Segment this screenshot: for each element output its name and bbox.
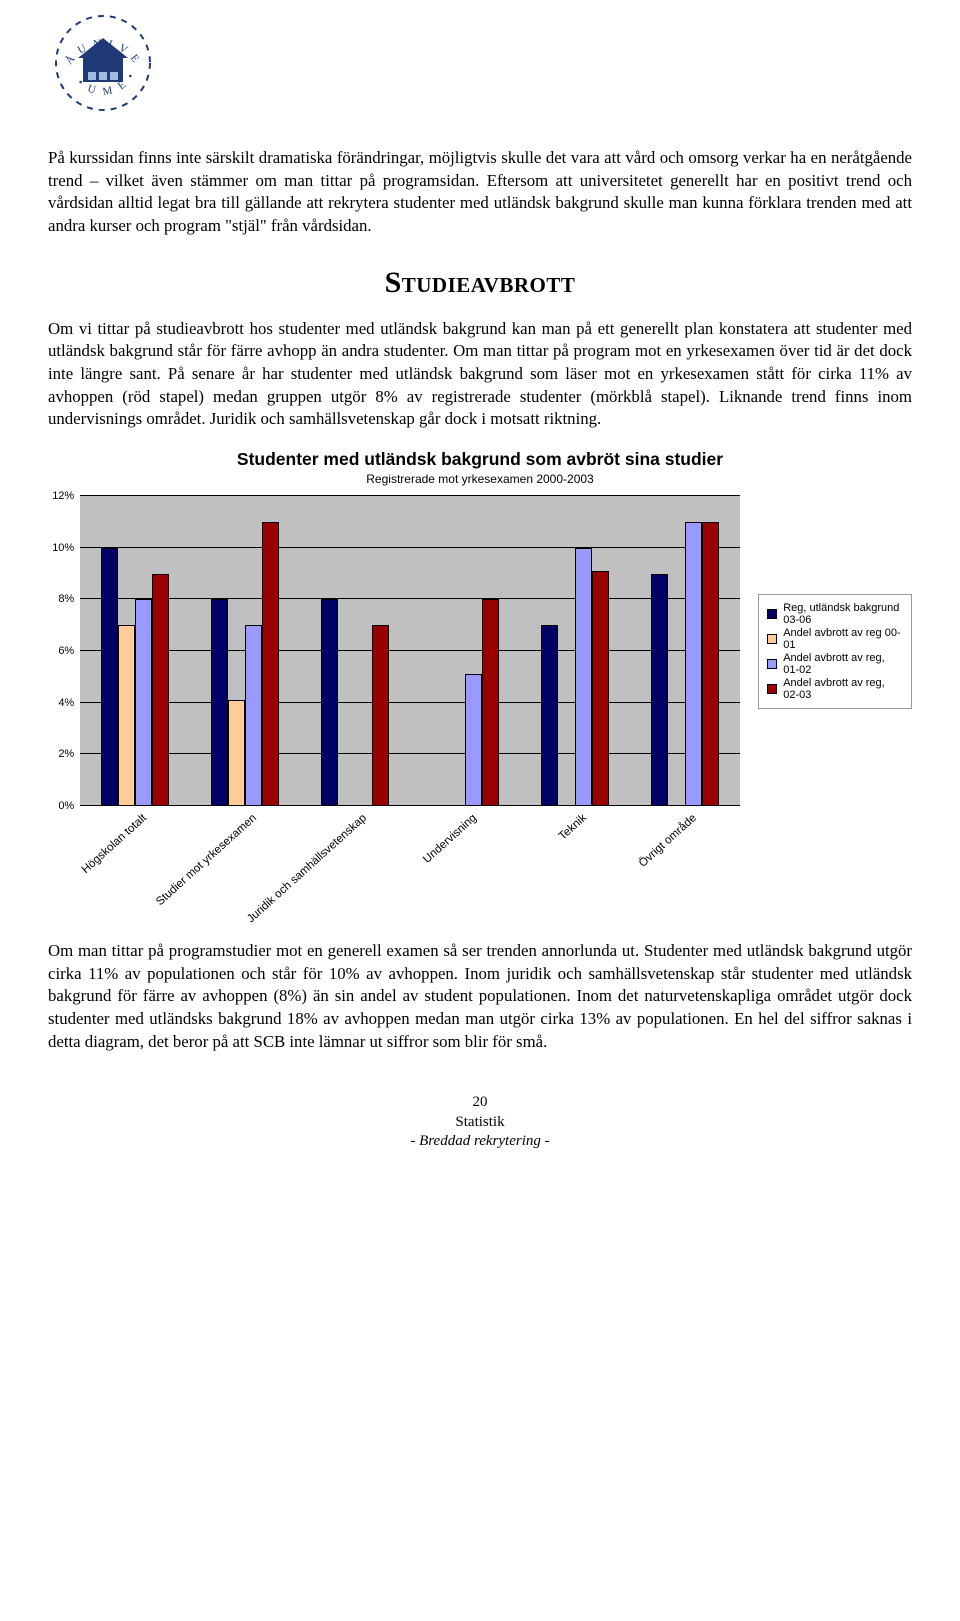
chart-bar xyxy=(152,574,169,807)
page-footer: 20 Statistik - Breddad rekrytering - xyxy=(48,1093,912,1152)
chart-bar xyxy=(245,625,262,806)
chart-subtitle: Registrerade mot yrkesexamen 2000-2003 xyxy=(48,472,912,486)
x-label: Teknik xyxy=(557,812,589,843)
chart-bar xyxy=(321,599,338,806)
chart-bar xyxy=(575,548,592,806)
legend-item: Andel avbrott av reg 00-01 xyxy=(767,627,903,651)
section-heading-studieavbrott: Studieavbrott xyxy=(48,266,912,300)
chart-group xyxy=(630,496,740,806)
y-tick: 4% xyxy=(58,697,74,709)
chart-bar xyxy=(135,599,152,806)
chart-bar xyxy=(702,522,719,806)
chart-bar xyxy=(228,700,245,806)
university-logo: Å U N I V E R S • U M E • I T E T xyxy=(48,8,912,123)
chart-title: Studenter med utländsk bakgrund som avbr… xyxy=(48,449,912,470)
legend-item: Andel avbrott av reg, 01-02 xyxy=(767,652,903,676)
y-tick: 0% xyxy=(58,800,74,812)
chart-bar xyxy=(651,574,668,807)
chart-bar xyxy=(592,571,609,806)
chart-bar xyxy=(118,625,135,806)
chart-group xyxy=(300,496,410,806)
chart-legend: Reg, utländsk bakgrund 03-06Andel avbrot… xyxy=(740,496,912,806)
chart-group xyxy=(520,496,630,806)
chart-bar xyxy=(465,674,482,806)
y-tick: 6% xyxy=(58,645,74,657)
chart-bar xyxy=(262,522,279,806)
chart-bar xyxy=(211,599,228,806)
paragraph-intro: På kurssidan finns inte särskilt dramati… xyxy=(48,147,912,238)
x-label: Högskolan totalt xyxy=(80,812,149,876)
chart-group xyxy=(80,496,190,806)
chart-bar xyxy=(685,522,702,806)
chart-bar xyxy=(482,599,499,806)
paragraph-conclusion: Om man tittar på programstudier mot en g… xyxy=(48,940,912,1053)
chart-bar xyxy=(101,548,118,806)
chart-plot-area xyxy=(80,496,740,806)
y-tick: 2% xyxy=(58,748,74,760)
x-label: Övrigt område xyxy=(637,812,699,870)
legend-item: Reg, utländsk bakgrund 03-06 xyxy=(767,602,903,626)
page-number: 20 xyxy=(48,1093,912,1113)
x-label: Undervisning xyxy=(421,812,479,866)
y-tick: 8% xyxy=(58,593,74,605)
chart-x-labels: Högskolan totaltStudier mot yrkesexamenJ… xyxy=(86,812,746,912)
chart-y-axis: 0%2%4%6%8%10%12% xyxy=(48,496,80,806)
y-tick: 12% xyxy=(52,490,74,502)
chart-group xyxy=(190,496,300,806)
footer-line2: - Breddad rekrytering - xyxy=(48,1132,912,1152)
y-tick: 10% xyxy=(52,542,74,554)
chart-bar xyxy=(541,625,558,806)
paragraph-studieavbrott: Om vi tittar på studieavbrott hos studen… xyxy=(48,318,912,431)
chart-group xyxy=(410,496,520,806)
footer-line1: Statistik xyxy=(48,1113,912,1133)
chart-container: Studenter med utländsk bakgrund som avbr… xyxy=(48,449,912,912)
legend-item: Andel avbrott av reg, 02-03 xyxy=(767,677,903,701)
chart-bar xyxy=(372,625,389,806)
